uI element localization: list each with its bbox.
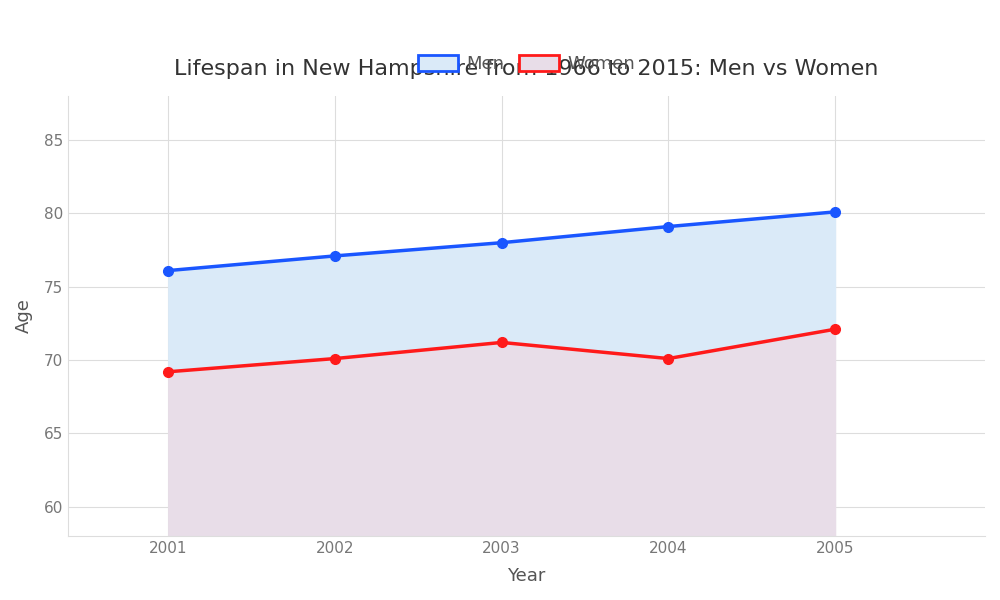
Y-axis label: Age: Age [15,299,33,334]
Legend: Men, Women: Men, Women [411,48,643,80]
Title: Lifespan in New Hampshire from 1966 to 2015: Men vs Women: Lifespan in New Hampshire from 1966 to 2… [174,59,879,79]
X-axis label: Year: Year [507,567,546,585]
